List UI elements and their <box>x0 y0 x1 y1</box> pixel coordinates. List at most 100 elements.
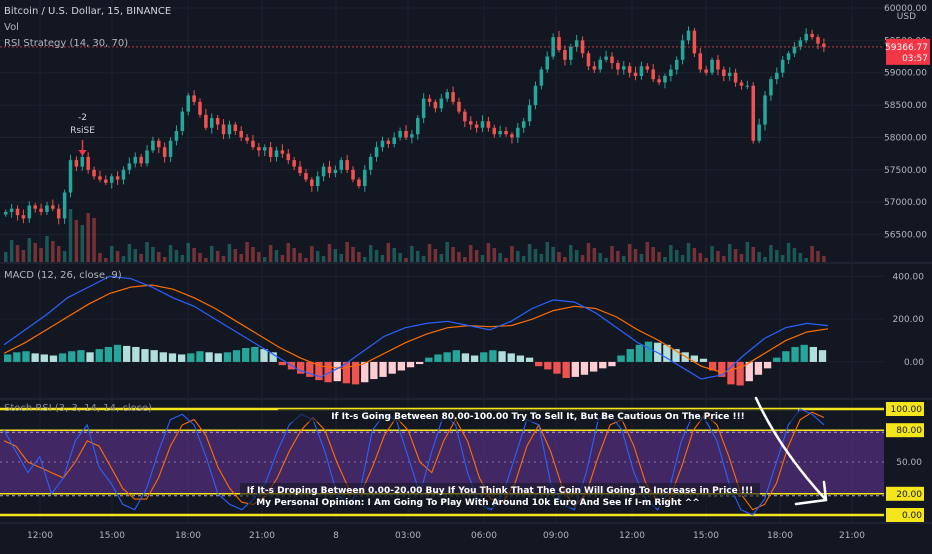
candle[interactable] <box>221 124 226 135</box>
candle[interactable] <box>722 69 726 76</box>
candle[interactable] <box>557 37 561 51</box>
candle[interactable] <box>810 33 814 38</box>
candle[interactable] <box>586 53 591 67</box>
candle[interactable] <box>109 176 114 183</box>
candle[interactable] <box>451 92 455 102</box>
candle[interactable] <box>486 121 491 128</box>
candle[interactable] <box>657 79 661 83</box>
candle[interactable] <box>616 63 620 70</box>
candle[interactable] <box>780 59 785 73</box>
candle[interactable] <box>386 140 391 144</box>
macd-pane[interactable] <box>3 275 829 386</box>
candle[interactable] <box>274 150 279 157</box>
macd-line[interactable] <box>3 275 829 380</box>
candle[interactable] <box>804 33 808 41</box>
candle[interactable] <box>115 176 120 180</box>
stoch-rsi-label[interactable]: Stoch RSI (3, 3, 14, 14, close) <box>4 403 152 414</box>
candle[interactable] <box>127 163 132 170</box>
candle[interactable] <box>333 169 338 174</box>
candle[interactable] <box>327 166 332 174</box>
candle[interactable] <box>286 153 291 161</box>
candle[interactable] <box>704 69 708 73</box>
candle[interactable] <box>33 205 37 209</box>
candle[interactable] <box>321 166 326 177</box>
candle[interactable] <box>104 179 108 183</box>
candle[interactable] <box>563 50 567 60</box>
candle[interactable] <box>374 147 379 157</box>
candle[interactable] <box>645 66 650 70</box>
candle[interactable] <box>669 69 673 76</box>
candle[interactable] <box>727 72 732 76</box>
candle[interactable] <box>433 101 438 109</box>
candle[interactable] <box>9 208 14 212</box>
candle[interactable] <box>404 131 408 138</box>
candle[interactable] <box>357 179 361 187</box>
candle[interactable] <box>733 72 738 83</box>
candle[interactable] <box>292 160 296 167</box>
candle[interactable] <box>227 124 232 135</box>
candle[interactable] <box>792 46 797 54</box>
candle[interactable] <box>398 131 402 138</box>
candle[interactable] <box>627 66 632 73</box>
candle[interactable] <box>516 127 520 138</box>
candle[interactable] <box>145 150 149 164</box>
candle[interactable] <box>45 205 49 212</box>
candle[interactable] <box>380 140 385 148</box>
candle[interactable] <box>262 147 267 151</box>
candle[interactable] <box>239 131 243 138</box>
candle[interactable] <box>192 95 196 102</box>
rsi-strategy-label[interactable]: RSI Strategy (14, 30, 70) <box>4 38 129 49</box>
candle[interactable] <box>539 69 544 86</box>
candle[interactable] <box>798 40 803 47</box>
candle[interactable] <box>769 79 773 96</box>
candle[interactable] <box>345 160 349 170</box>
candle[interactable] <box>245 137 249 141</box>
candle[interactable] <box>445 92 449 99</box>
macd-signal-line[interactable] <box>3 284 829 374</box>
candle[interactable] <box>251 140 255 148</box>
candle[interactable] <box>121 169 126 180</box>
candle[interactable] <box>569 46 573 60</box>
candle[interactable] <box>492 127 497 135</box>
candle[interactable] <box>574 40 579 47</box>
candle[interactable] <box>474 124 479 128</box>
candle[interactable] <box>421 98 426 119</box>
candle[interactable] <box>363 169 367 187</box>
candle[interactable] <box>545 56 550 70</box>
candles[interactable] <box>4 26 826 225</box>
candle[interactable] <box>27 205 32 219</box>
candle[interactable] <box>622 66 626 70</box>
candle[interactable] <box>92 169 96 177</box>
candle[interactable] <box>410 134 414 138</box>
candle[interactable] <box>351 169 355 180</box>
candle[interactable] <box>786 53 791 60</box>
candle[interactable] <box>757 124 761 141</box>
candle[interactable] <box>15 208 20 216</box>
candle[interactable] <box>610 56 614 64</box>
candle[interactable] <box>463 111 467 122</box>
candle[interactable] <box>210 118 214 128</box>
candle[interactable] <box>692 30 697 54</box>
candle[interactable] <box>468 121 473 125</box>
candle[interactable] <box>204 114 208 128</box>
volume-indicator-label[interactable]: Vol <box>4 22 19 33</box>
candle[interactable] <box>716 59 720 70</box>
candle[interactable] <box>674 59 679 70</box>
candle[interactable] <box>304 173 308 180</box>
candle[interactable] <box>392 137 396 144</box>
candle[interactable] <box>310 179 314 187</box>
candle[interactable] <box>51 205 55 209</box>
candle[interactable] <box>427 98 432 102</box>
candle[interactable] <box>157 140 161 148</box>
candle[interactable] <box>174 131 179 141</box>
candle[interactable] <box>457 101 461 112</box>
candle[interactable] <box>186 95 190 112</box>
candle[interactable] <box>763 95 767 125</box>
candle[interactable] <box>527 105 532 122</box>
candle[interactable] <box>510 134 514 138</box>
candle[interactable] <box>416 118 420 135</box>
candle[interactable] <box>74 160 79 167</box>
candle[interactable] <box>533 85 538 106</box>
